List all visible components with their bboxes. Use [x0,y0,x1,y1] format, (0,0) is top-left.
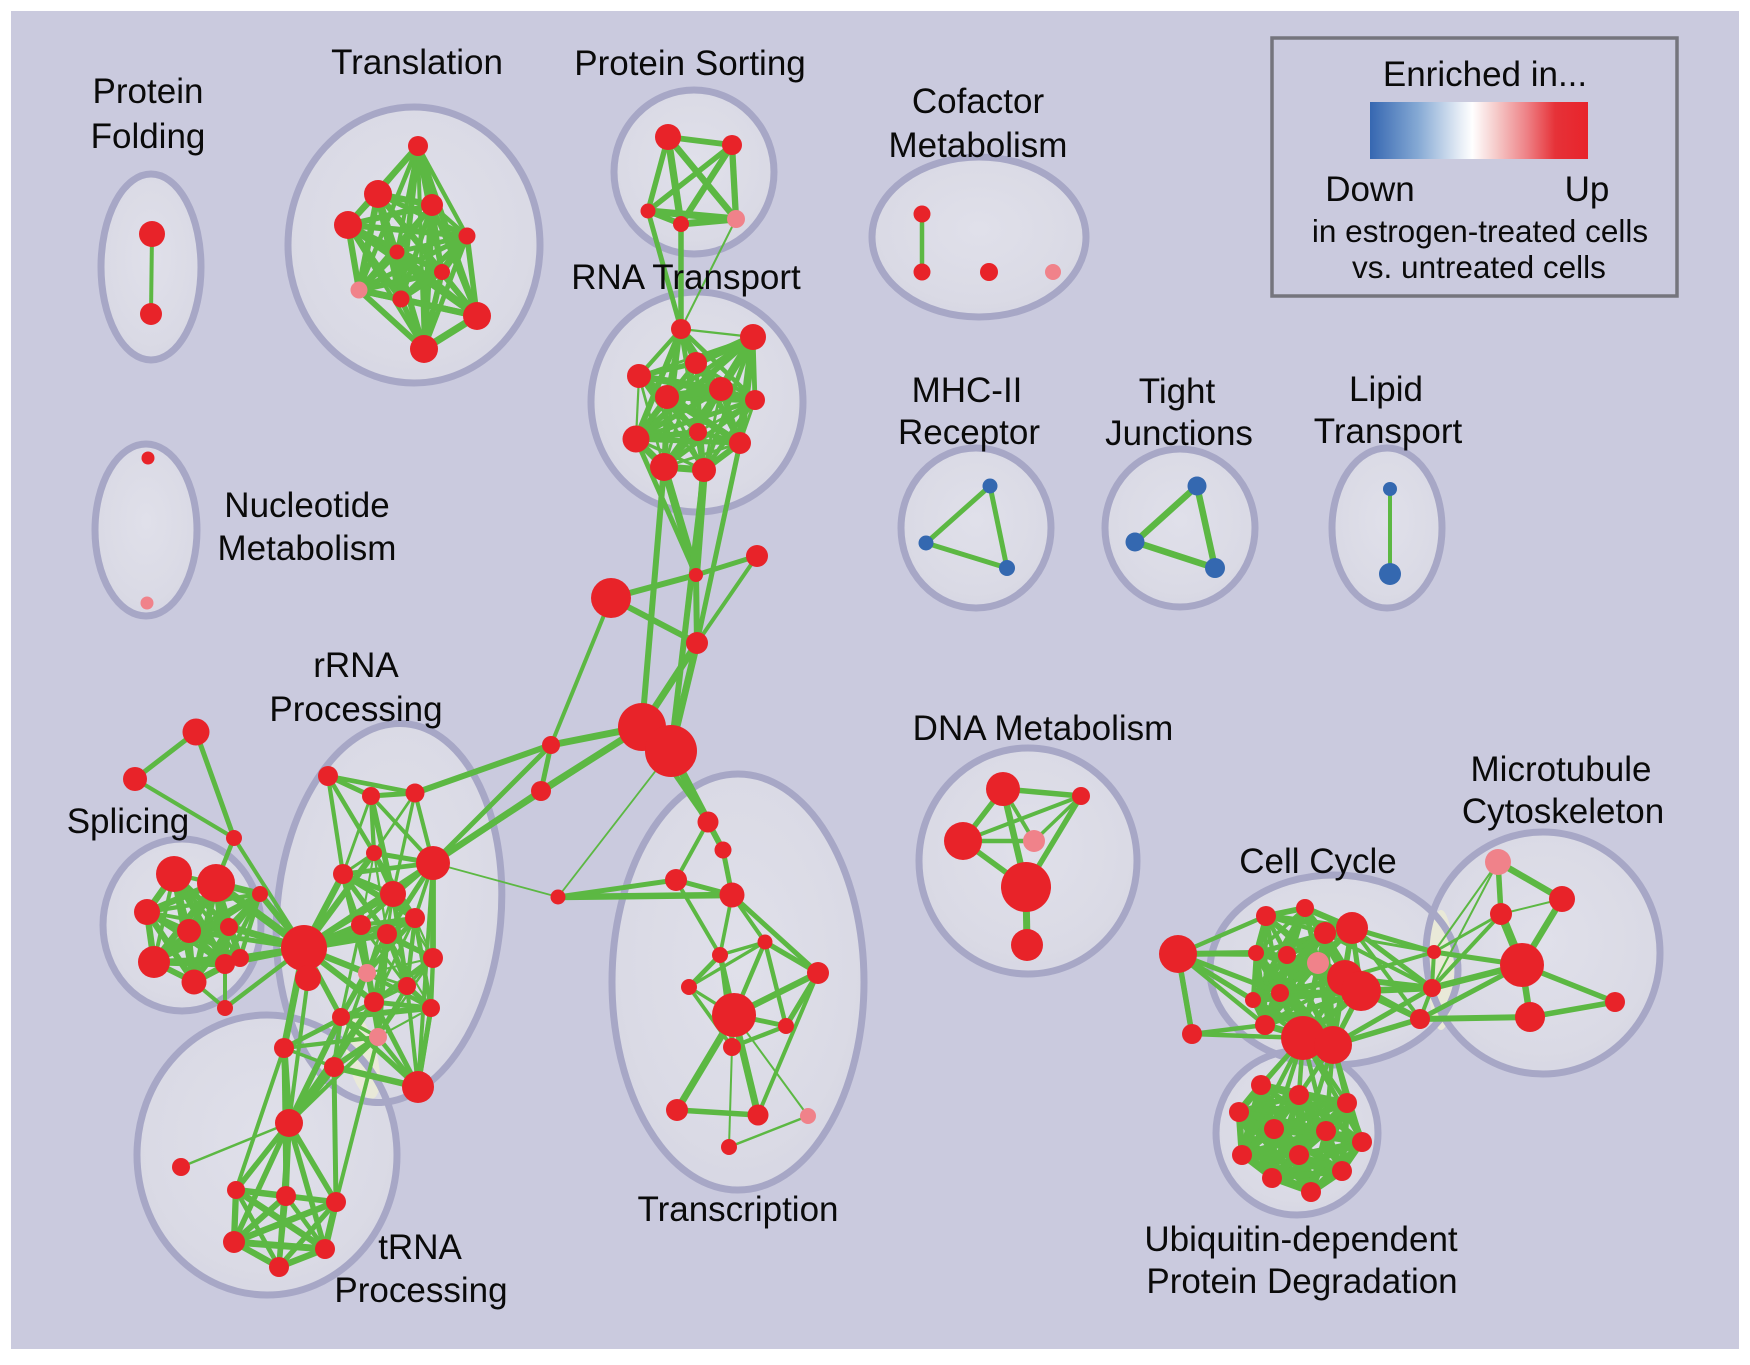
svg-text:Junctions: Junctions [1105,414,1253,453]
svg-text:Receptor: Receptor [898,413,1040,452]
svg-text:Metabolism: Metabolism [889,126,1068,165]
svg-text:Transcription: Transcription [638,1190,839,1229]
svg-text:Up: Up [1565,170,1610,209]
svg-text:Cell Cycle: Cell Cycle [1239,842,1397,881]
svg-text:Down: Down [1325,170,1414,209]
svg-text:RNA Transport: RNA Transport [571,258,801,297]
svg-text:Microtubule: Microtubule [1471,750,1652,789]
svg-text:Protein: Protein [93,72,204,111]
svg-text:DNA Metabolism: DNA Metabolism [913,709,1174,748]
svg-text:Tight: Tight [1139,372,1216,411]
svg-text:MHC-II: MHC-II [912,371,1023,410]
svg-text:Processing: Processing [334,1271,507,1310]
svg-text:Ubiquitin-dependent: Ubiquitin-dependent [1144,1220,1458,1259]
svg-text:Folding: Folding [91,117,206,156]
svg-text:Nucleotide: Nucleotide [224,486,389,525]
svg-text:tRNA: tRNA [378,1228,462,1267]
svg-text:Processing: Processing [269,690,442,729]
svg-text:Lipid: Lipid [1349,370,1423,409]
svg-text:Transport: Transport [1314,412,1463,451]
svg-text:vs. untreated cells: vs. untreated cells [1352,249,1606,285]
svg-text:Translation: Translation [331,43,503,82]
svg-text:in estrogen-treated cells: in estrogen-treated cells [1312,213,1648,249]
svg-text:Metabolism: Metabolism [218,529,397,568]
svg-text:Splicing: Splicing [67,802,190,841]
svg-text:Protein Sorting: Protein Sorting [574,44,806,83]
svg-text:Enriched in...: Enriched in... [1383,55,1587,94]
svg-text:rRNA: rRNA [313,646,399,685]
svg-text:Cofactor: Cofactor [912,82,1045,121]
svg-text:Cytoskeleton: Cytoskeleton [1462,792,1664,831]
svg-text:Protein Degradation: Protein Degradation [1146,1262,1457,1301]
